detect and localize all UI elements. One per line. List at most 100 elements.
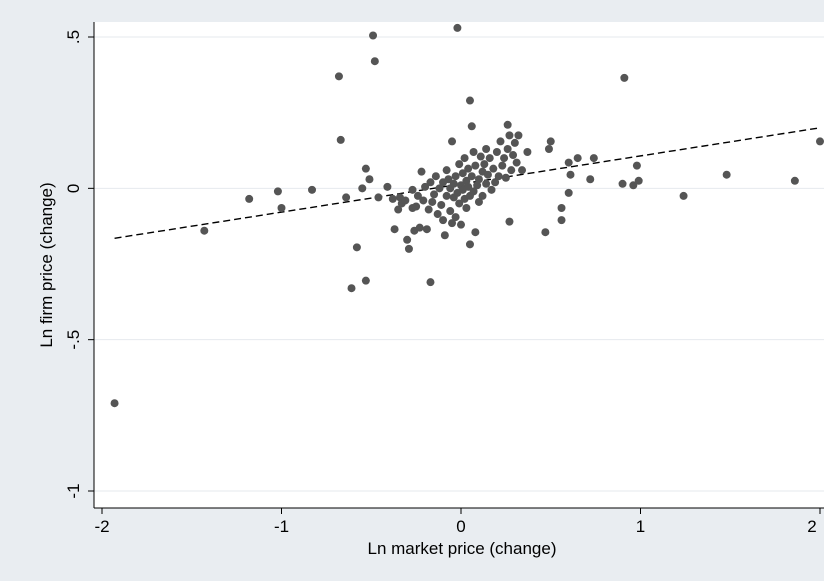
scatter-point xyxy=(421,182,430,191)
x-axis-title: Ln market price (change) xyxy=(368,539,557,558)
scatter-point xyxy=(451,172,460,181)
scatter-point xyxy=(442,191,451,200)
plot-area xyxy=(94,22,824,508)
scatter-point xyxy=(446,207,455,216)
scatter-point xyxy=(498,161,507,170)
y-axis-ticks: .5 0 -.5 -1 xyxy=(64,30,94,499)
scatter-point xyxy=(467,172,476,181)
scatter-point xyxy=(492,148,501,157)
scatter-point xyxy=(365,175,374,184)
x-tick-label: 0 xyxy=(456,517,465,536)
scatter-point xyxy=(618,179,627,188)
scatter-point xyxy=(464,164,473,173)
scatter-point xyxy=(336,135,345,144)
scatter-point xyxy=(404,244,413,253)
scatter-point xyxy=(790,176,799,185)
scatter-point xyxy=(457,220,465,229)
scatter-point xyxy=(430,190,439,199)
scatter-point xyxy=(514,131,523,140)
scatter-point xyxy=(308,185,317,194)
axes xyxy=(93,22,824,509)
scatter-point xyxy=(424,205,433,214)
scatter-point xyxy=(544,144,553,153)
scatter-point xyxy=(437,200,446,209)
scatter-point xyxy=(557,204,566,213)
scatter-point xyxy=(487,185,496,194)
scatter-point xyxy=(471,161,480,170)
y-tick-label: 0 xyxy=(64,184,83,193)
scatter-point xyxy=(417,167,426,176)
scatter-point xyxy=(374,193,383,202)
x-tick-label: 1 xyxy=(636,517,645,536)
y-tick-label: .5 xyxy=(64,30,83,44)
scatter-point xyxy=(370,57,379,66)
scatter-point xyxy=(573,154,582,163)
scatter-point xyxy=(509,151,518,160)
scatter-point xyxy=(277,204,286,213)
x-tick-label: -2 xyxy=(94,517,109,536)
scatter-point xyxy=(496,137,505,146)
scatter-point xyxy=(503,120,512,129)
scatter-point xyxy=(433,210,442,219)
x-tick-label: -1 xyxy=(274,517,289,536)
scatter-point xyxy=(505,217,514,226)
scatter-point xyxy=(413,191,422,200)
scatter-point xyxy=(422,225,431,234)
scatter-point xyxy=(369,31,378,40)
scatter-point xyxy=(449,179,458,188)
scatter-point xyxy=(632,161,641,170)
scatter-point xyxy=(564,188,573,197)
scatter-point xyxy=(458,169,467,178)
scatter-point xyxy=(352,243,361,252)
scatter-point xyxy=(523,148,532,157)
scatter-point xyxy=(620,73,629,82)
scatter-point xyxy=(586,175,595,184)
x-axis-ticks: -2 -1 0 1 2 xyxy=(94,508,821,536)
scatter-point xyxy=(462,204,471,213)
scatter-point xyxy=(564,158,573,167)
scatter-point xyxy=(465,96,474,105)
scatter-point xyxy=(465,240,474,249)
scatter-point xyxy=(431,172,440,181)
scatter-point xyxy=(401,196,410,205)
scatter-point xyxy=(503,144,512,153)
scatter-point xyxy=(469,148,478,157)
scatter-point xyxy=(460,154,469,163)
scatter-point xyxy=(358,184,367,193)
scatter-point xyxy=(426,178,435,187)
scatter-point xyxy=(361,164,370,173)
scatter-point xyxy=(546,137,555,146)
scatter-point xyxy=(518,166,527,175)
scatter-point xyxy=(403,235,412,244)
scatter-point xyxy=(347,284,356,293)
scatter-point xyxy=(505,131,514,140)
scatter-point xyxy=(448,219,457,228)
scatter-point xyxy=(500,154,509,163)
scatter-point xyxy=(482,144,491,153)
scatter-point xyxy=(428,197,437,206)
scatter-point xyxy=(483,170,492,179)
scatter-point xyxy=(383,182,392,191)
scatter-point xyxy=(485,154,494,163)
scatter-point xyxy=(448,137,457,146)
scatter-point xyxy=(566,170,575,179)
scatter-point xyxy=(473,181,482,190)
scatter-point xyxy=(464,182,473,191)
scatter-point xyxy=(342,193,351,202)
scatter-point xyxy=(634,176,643,185)
scatter-point xyxy=(541,228,550,237)
scatter-point xyxy=(471,228,480,237)
scatter-point xyxy=(388,194,397,203)
scatter-point xyxy=(334,72,343,81)
scatter-point xyxy=(679,191,688,200)
scatter-point xyxy=(415,223,424,232)
scatter-point xyxy=(480,160,489,169)
scatter-point xyxy=(440,231,449,240)
scatter-point xyxy=(501,173,510,182)
scatter-point xyxy=(507,166,516,175)
y-axis-title: Ln firm price (change) xyxy=(37,182,56,347)
x-tick-label: 2 xyxy=(807,517,816,536)
y-tick-label: -1 xyxy=(64,483,83,498)
scatter-point xyxy=(361,276,370,285)
scatter-point xyxy=(408,185,417,194)
